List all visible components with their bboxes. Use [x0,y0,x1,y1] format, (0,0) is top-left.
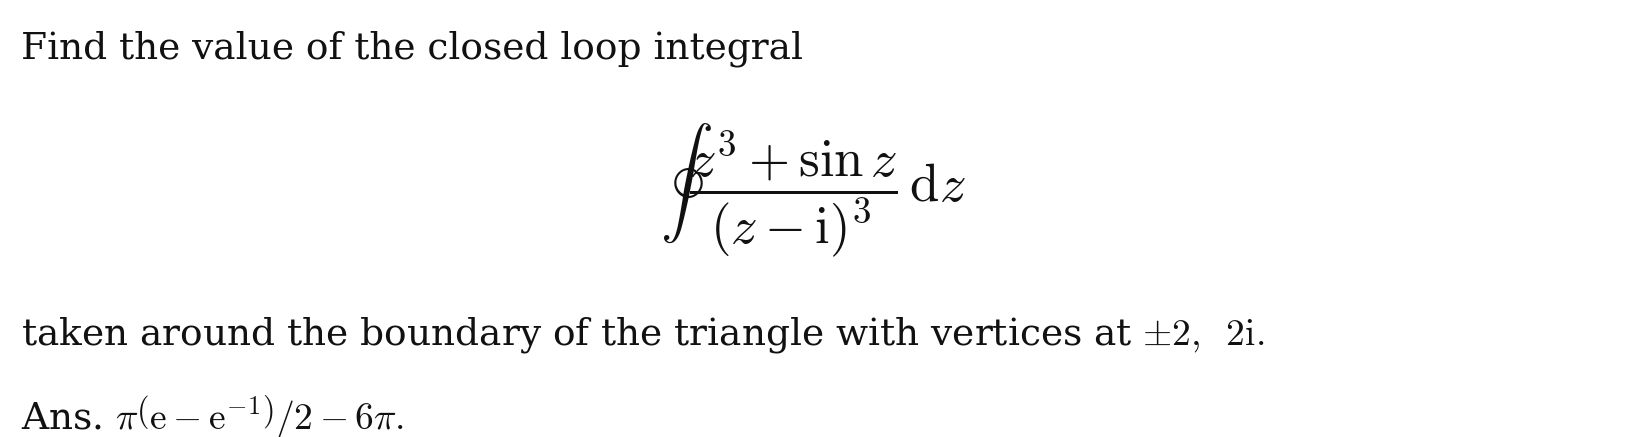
Text: Find the value of the closed loop integral: Find the value of the closed loop integr… [21,31,803,67]
Text: taken around the boundary of the triangle with vertices at $\pm 2,\;\; 2\mathrm{: taken around the boundary of the triangl… [21,315,1264,355]
Text: $\oint \dfrac{z^3 + \sin z}{(z - \mathrm{i})^3}\,\mathrm{d}z$: $\oint \dfrac{z^3 + \sin z}{(z - \mathrm… [660,121,965,259]
Text: Ans. $\pi \left(\mathrm{e} - \mathrm{e}^{-1}\right)/2 - 6\pi.$: Ans. $\pi \left(\mathrm{e} - \mathrm{e}^… [21,393,405,437]
